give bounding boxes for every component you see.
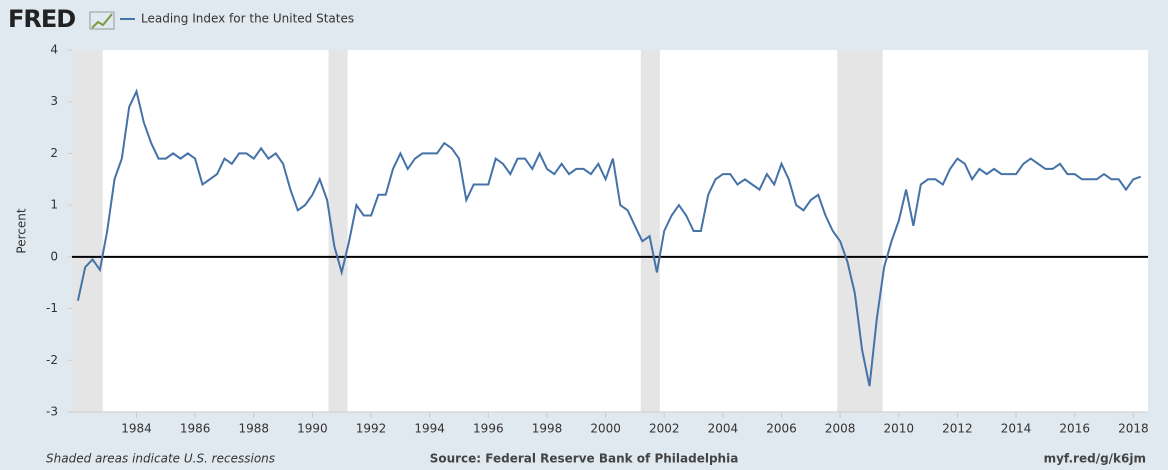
footer-source: Source: Federal Reserve Bank of Philadel… bbox=[430, 452, 739, 466]
x-tick-label: 1996 bbox=[473, 422, 504, 436]
legend-label: Leading Index for the United States bbox=[141, 12, 354, 26]
x-tick-label: 1986 bbox=[180, 422, 211, 436]
recession-band bbox=[837, 50, 883, 412]
y-tick-label: 4 bbox=[50, 43, 58, 57]
x-tick-label: 1998 bbox=[532, 422, 563, 436]
y-tick-label: 2 bbox=[50, 146, 58, 160]
y-tick-label: 3 bbox=[50, 94, 58, 108]
recession-band bbox=[72, 50, 103, 412]
y-tick-label: -1 bbox=[46, 301, 58, 315]
x-tick-label: 1992 bbox=[356, 422, 387, 436]
y-tick-label: 1 bbox=[50, 198, 58, 212]
y-axis-label: Percent bbox=[15, 208, 29, 253]
x-tick-label: 2000 bbox=[590, 422, 621, 436]
x-tick-label: 2014 bbox=[1001, 422, 1032, 436]
recession-band bbox=[328, 50, 348, 412]
x-tick-label: 2018 bbox=[1118, 422, 1149, 436]
logo: FRED bbox=[8, 5, 75, 33]
y-tick-label: -2 bbox=[46, 353, 58, 367]
footer-note: Shaded areas indicate U.S. recessions bbox=[46, 452, 275, 466]
x-tick-label: 2006 bbox=[766, 422, 797, 436]
y-tick-label: 0 bbox=[50, 249, 58, 263]
x-tick-label: 1994 bbox=[414, 422, 445, 436]
y-tick-label: -3 bbox=[46, 405, 58, 419]
x-tick-label: 1990 bbox=[297, 422, 328, 436]
x-tick-label: 2012 bbox=[942, 422, 973, 436]
x-tick-label: 2008 bbox=[825, 422, 856, 436]
x-tick-label: 1988 bbox=[239, 422, 270, 436]
logo-icon bbox=[91, 13, 113, 29]
x-tick-label: 1984 bbox=[121, 422, 152, 436]
recession-band bbox=[640, 50, 660, 412]
plot-area bbox=[72, 50, 1148, 412]
footer-link: myf.red/g/k6jm bbox=[1044, 452, 1146, 466]
x-tick-label: 2016 bbox=[1059, 422, 1090, 436]
logo-frame bbox=[89, 11, 115, 30]
x-tick-label: 2002 bbox=[649, 422, 680, 436]
x-tick-label: 2004 bbox=[708, 422, 739, 436]
series-line bbox=[76, 88, 1142, 387]
x-tick-label: 2010 bbox=[884, 422, 915, 436]
